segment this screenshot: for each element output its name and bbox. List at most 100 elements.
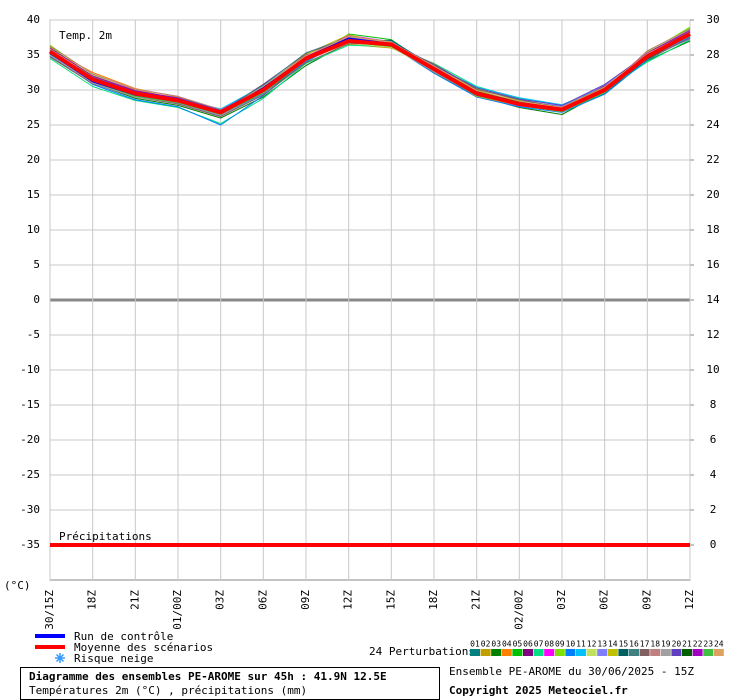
y2-tick-label: 28 xyxy=(706,48,719,61)
y-tick-label: 40 xyxy=(27,13,40,26)
x-tick-label: 06Z xyxy=(598,590,611,610)
copyright: Copyright 2025 Meteociel.fr xyxy=(449,684,628,697)
y-tick-label: 0 xyxy=(33,293,40,306)
perturbation-name: 18 xyxy=(650,640,660,649)
perturbation-swatch xyxy=(597,649,608,656)
perturbation-swatch xyxy=(512,649,523,656)
x-tick-label: 03Z xyxy=(555,590,568,610)
x-tick-label: 12Z xyxy=(683,590,696,610)
x-tick-label: 12Z xyxy=(342,590,355,610)
lines xyxy=(48,26,691,547)
x-tick-label: 21Z xyxy=(470,590,483,610)
annotation: Temp. 2m xyxy=(59,29,112,42)
y2-tick-label: 20 xyxy=(706,188,719,201)
footer-subtitle: Températures 2m (°C) , précipitations (m… xyxy=(29,684,307,697)
legend-label: Risque neige xyxy=(74,652,153,665)
perturbation-name: 06 xyxy=(523,640,533,649)
x-tick-label: 30/15Z xyxy=(43,590,56,630)
y-tick-label: -10 xyxy=(20,363,40,376)
y-tick-label: 30 xyxy=(27,83,40,96)
x-tick-label: 09Z xyxy=(299,590,312,610)
perturbation-name: 07 xyxy=(534,640,544,649)
y2-tick-label: 26 xyxy=(706,83,719,96)
y-tick-label: 5 xyxy=(33,258,40,271)
y-tick-label: 25 xyxy=(27,118,40,131)
perturbation-swatch xyxy=(565,649,576,656)
annotation: Précipitations xyxy=(59,530,152,543)
legend-label: Run de contrôle xyxy=(74,630,173,643)
snow-icon xyxy=(55,653,65,663)
perturbation-swatch xyxy=(554,649,565,656)
perturbation-swatch xyxy=(470,649,480,656)
footer-title: Diagramme des ensembles PE-AROME sur 45h… xyxy=(29,670,387,683)
perturbation-name: 11 xyxy=(576,640,586,649)
perturbation-swatch xyxy=(501,649,512,656)
perturbation-name: 12 xyxy=(587,640,597,649)
x-tick-label: 21Z xyxy=(128,590,141,610)
y-tick-label: 10 xyxy=(27,223,40,236)
perturbation-name: 21 xyxy=(682,640,692,649)
perturbation-name: 24 xyxy=(714,640,724,649)
perturbation-name: 19 xyxy=(661,640,671,649)
perturbation-name: 22 xyxy=(693,640,703,649)
y-tick-label: -20 xyxy=(20,433,40,446)
perturbation-swatch xyxy=(703,649,714,656)
y-tick-label: -35 xyxy=(20,538,40,551)
perturbation-swatch xyxy=(671,649,682,656)
y-tick-label: 35 xyxy=(27,48,40,61)
perturbation-name: 20 xyxy=(672,640,682,649)
y-tick-label: -5 xyxy=(27,328,40,341)
y2-tick-label: 24 xyxy=(706,118,720,131)
perturbation-swatch xyxy=(480,649,491,656)
perturbation-legend: 01 02 03 04 05 06 07 08 09 10 11 12 13 14 15 16 17 18 19 20… xyxy=(470,640,724,656)
perturbations-label: 24 Perturbations xyxy=(369,645,475,658)
perturbation-name: 17 xyxy=(640,640,650,649)
x-tick-label: 06Z xyxy=(256,590,269,610)
perturbation-name: 08 xyxy=(544,640,554,649)
y-tick-label: -15 xyxy=(20,398,40,411)
perturbation-swatch xyxy=(692,649,703,656)
perturbation-swatch xyxy=(607,649,618,656)
perturbation-name: 15 xyxy=(619,640,629,649)
perturbation-name: 01 xyxy=(470,640,480,649)
perturbation-swatch xyxy=(586,649,597,656)
y-tick-label: -30 xyxy=(20,503,40,516)
legend-label: Moyenne des scénarios xyxy=(74,641,213,654)
x-tick-label: 09Z xyxy=(640,590,653,610)
perturbation-name: 14 xyxy=(608,640,618,649)
perturbation-swatch xyxy=(660,649,671,656)
y2-tick-label: 2 xyxy=(710,503,717,516)
y2-tick-label: 8 xyxy=(710,398,717,411)
y2-tick-label: 22 xyxy=(706,153,719,166)
perturbation-name: 03 xyxy=(491,640,501,649)
perturbation-swatch xyxy=(618,649,629,656)
perturbation-swatch xyxy=(576,649,586,656)
x-tick-label: 01/00Z xyxy=(171,590,184,630)
y-unit: (°C) xyxy=(4,579,31,592)
y-tick-label: 20 xyxy=(27,153,40,166)
perturbation-name: 04 xyxy=(502,640,512,649)
y2-tick-label: 16 xyxy=(706,258,719,271)
x-tick-label: 18Z xyxy=(86,590,99,610)
perturbation-swatch xyxy=(533,649,544,656)
x-tick-label: 03Z xyxy=(214,590,227,610)
perturbation-swatch xyxy=(491,649,502,656)
perturbation-name: 05 xyxy=(513,640,523,649)
y-tick-label: 15 xyxy=(27,188,40,201)
perturbation-swatch xyxy=(523,649,533,656)
perturbation-name: 23 xyxy=(703,640,713,649)
perturbation-name: 02 xyxy=(481,640,491,649)
perturbation-name: 09 xyxy=(555,640,565,649)
y2-tick-label: 0 xyxy=(710,538,717,551)
perturbation-swatch xyxy=(639,649,650,656)
run-info: Ensemble PE-AROME du 30/06/2025 - 15Z xyxy=(449,665,694,678)
perturbation-name: 13 xyxy=(597,640,607,649)
perturbation-swatch xyxy=(629,649,639,656)
y2-tick-label: 12 xyxy=(706,328,719,341)
perturbation-name: 10 xyxy=(566,640,576,649)
perturbation-swatch xyxy=(650,649,661,656)
perturbation-swatch xyxy=(713,649,724,656)
y-tick-label: -25 xyxy=(20,468,40,481)
y2-tick-label: 4 xyxy=(710,468,717,481)
